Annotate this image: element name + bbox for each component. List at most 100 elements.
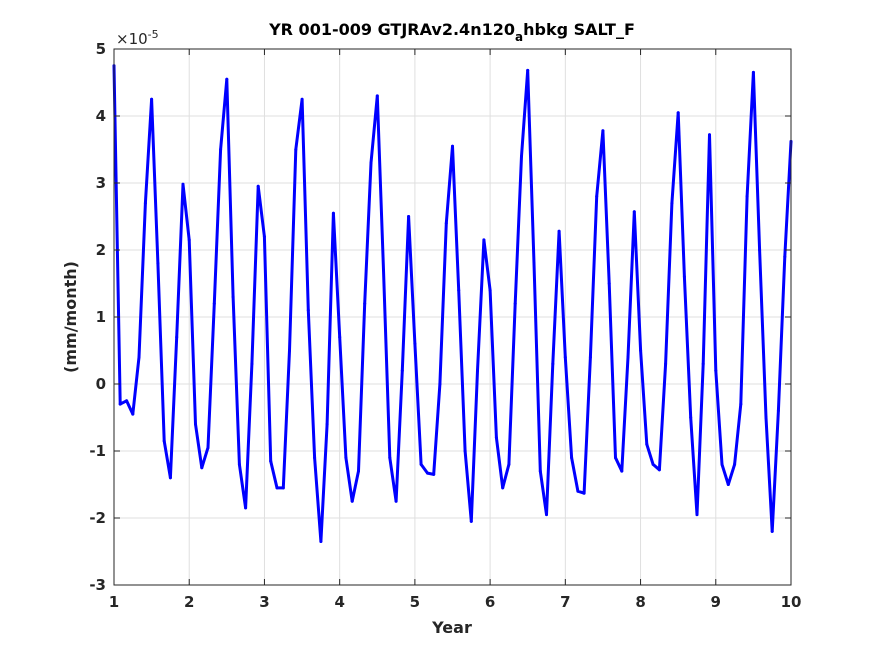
data-point: [570, 456, 574, 460]
y-tick-label: 3: [96, 174, 106, 192]
data-point: [651, 462, 655, 466]
data-point: [595, 194, 599, 198]
data-point: [733, 462, 737, 466]
x-tick-label: 9: [711, 593, 721, 611]
y-exponent-base: ×10: [116, 30, 148, 48]
data-point: [294, 148, 298, 151]
data-point: [488, 288, 492, 292]
data-point: [670, 201, 674, 205]
data-point: [457, 288, 461, 292]
data-point: [682, 275, 686, 279]
data-point: [331, 211, 335, 215]
data-point: [325, 422, 329, 426]
data-point: [256, 184, 260, 188]
data-point: [576, 489, 580, 493]
chart-title: YR 001-009 GTJRAv2.4n120ahbkg SALT_F: [268, 20, 635, 44]
data-point: [469, 519, 473, 523]
data-point: [338, 335, 342, 339]
data-point: [388, 456, 392, 460]
data-point: [181, 182, 185, 186]
title-subscript: a: [515, 30, 523, 44]
data-point: [382, 268, 385, 272]
data-point: [400, 369, 404, 373]
data-point: [156, 261, 160, 265]
data-point: [194, 422, 197, 426]
data-point: [219, 148, 223, 151]
x-tick-label: 6: [485, 593, 495, 611]
data-point: [357, 469, 360, 473]
data-point: [689, 416, 693, 419]
data-point: [262, 235, 266, 239]
data-point: [432, 472, 436, 476]
data-point: [162, 439, 166, 443]
data-point: [745, 194, 749, 198]
data-point: [137, 355, 141, 359]
data-point: [545, 513, 548, 517]
y-tick-label: -3: [89, 576, 106, 594]
data-point: [507, 462, 511, 466]
x-tick-label: 1: [109, 593, 119, 611]
data-point: [588, 355, 592, 359]
data-point: [601, 129, 605, 133]
data-point: [758, 248, 762, 252]
data-point: [281, 486, 285, 490]
data-point: [513, 302, 517, 306]
data-point: [494, 436, 498, 440]
x-tick-label: 3: [259, 593, 269, 611]
data-point: [118, 402, 122, 406]
x-tick-label: 7: [560, 593, 570, 611]
y-tick-label: 4: [96, 107, 106, 125]
x-tick-labels: 1 2 3 4 5 6 7 8 9 10: [109, 593, 802, 611]
data-point: [639, 349, 643, 352]
data-point: [626, 355, 630, 359]
x-tick-label: 8: [635, 593, 645, 611]
data-point: [708, 133, 711, 137]
data-point: [350, 499, 354, 503]
data-point: [237, 462, 241, 466]
data-point: [632, 210, 636, 214]
data-point: [482, 238, 486, 242]
data-point: [363, 302, 367, 306]
data-point: [557, 229, 561, 233]
y-tick-label: -1: [89, 442, 106, 460]
data-point: [275, 486, 279, 490]
data-point: [776, 409, 780, 413]
y-tick-label: 0: [96, 375, 106, 393]
data-point: [657, 468, 661, 472]
data-point: [695, 513, 699, 517]
data-point: [764, 416, 768, 419]
data-point: [463, 449, 467, 453]
data-point: [369, 161, 373, 165]
y-exponent-power: -5: [148, 28, 159, 41]
data-point: [187, 238, 191, 242]
data-point: [751, 70, 755, 74]
data-point: [770, 529, 774, 533]
data-point: [551, 362, 555, 366]
data-point: [225, 77, 229, 81]
x-axis-label: Year: [431, 618, 472, 637]
x-tick-label: 4: [334, 593, 344, 611]
data-point: [313, 456, 317, 460]
y-tick-label: 2: [96, 241, 106, 259]
data-point: [200, 466, 204, 470]
data-point: [726, 483, 730, 486]
data-point: [582, 491, 586, 495]
data-point: [426, 471, 429, 475]
x-tick-label: 5: [410, 593, 420, 611]
data-point: [607, 282, 611, 285]
data-point: [444, 221, 448, 225]
ticks: [113, 48, 792, 586]
data-point: [143, 201, 147, 205]
data-point: [739, 402, 743, 406]
data-point: [620, 469, 624, 473]
data-point: [520, 154, 523, 158]
data-point: [319, 540, 323, 543]
data-point: [206, 446, 210, 450]
x-tick-label: 10: [781, 593, 802, 611]
data-point: [419, 462, 423, 466]
data-point: [250, 362, 254, 366]
data-point: [720, 462, 724, 466]
data-point: [413, 342, 417, 346]
y-tick-labels: -3 -2 -1 0 1 2 3 4 5: [89, 40, 106, 594]
data-point: [168, 476, 172, 480]
